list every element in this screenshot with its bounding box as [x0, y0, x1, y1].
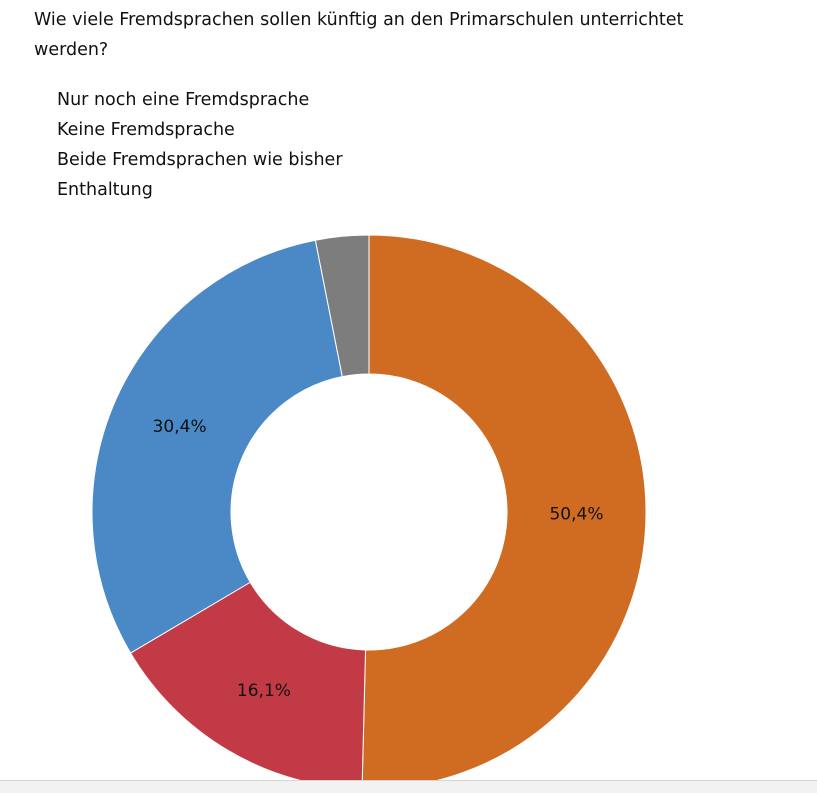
legend-item-nur-noch-eine-fremdsprache: Nur noch eine Fremdsprache [57, 90, 310, 110]
donut-slices [91, 234, 647, 790]
legend-item-enthaltung: Enthaltung [57, 180, 153, 200]
slice-label-nur-noch-eine-fremdsprache: 50,4% [549, 505, 603, 525]
slice-nur-noch-eine-fremdsprache [361, 234, 647, 790]
legend-item-beide-fremdsprachen-wie-bisher: Beide Fremdsprachen wie bisher [57, 150, 343, 170]
chart-title: Wie viele Fremdsprachen sollen künftig a… [34, 10, 684, 60]
legend-item-keine-fremdsprache: Keine Fremdsprache [57, 120, 235, 140]
chart-legend: Nur noch eine Fremdsprache Keine Fremdsp… [57, 85, 343, 205]
slice-enthaltung [314, 234, 370, 378]
slice-label-keine-fremdsprache: 16,1% [237, 681, 291, 701]
donut-slice-labels: 50,4% 16,1% 30,4% [153, 417, 604, 701]
slice-keine-fremdsprache [129, 581, 367, 790]
slice-beide-fremdsprachen-wie-bisher [91, 239, 343, 654]
bottom-scroll-strip [0, 780, 817, 793]
slice-label-beide-fremdsprachen-wie-bisher: 30,4% [153, 417, 207, 437]
